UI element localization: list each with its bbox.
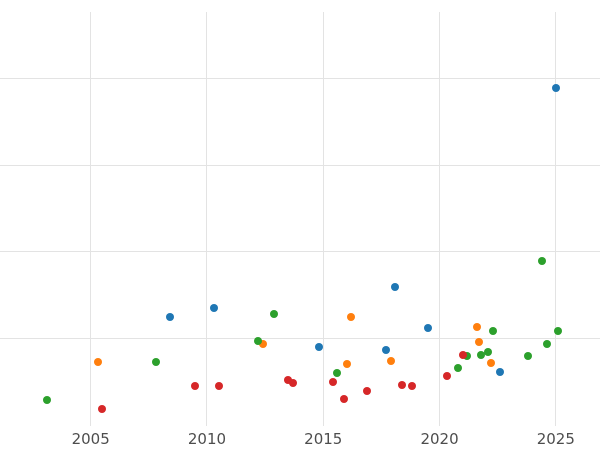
data-point-green: [42, 396, 51, 405]
data-point-blue: [391, 282, 400, 291]
data-point-red: [407, 381, 416, 390]
data-point-blue: [551, 83, 560, 92]
data-point-blue: [165, 313, 174, 322]
data-point-red: [398, 380, 407, 389]
horizontal-gridline: [0, 251, 600, 253]
x-tick-label: 2015: [304, 430, 343, 448]
data-point-orange: [258, 340, 267, 348]
data-point-green: [254, 337, 263, 346]
plot-area: [0, 12, 600, 426]
data-point-red: [340, 394, 349, 403]
data-point-orange: [386, 357, 395, 366]
data-point-red: [442, 372, 451, 381]
data-point-red: [458, 351, 467, 360]
data-point-orange: [93, 358, 102, 367]
data-point-orange: [475, 338, 484, 347]
data-point-green: [542, 340, 551, 348]
horizontal-gridline: [0, 77, 600, 79]
data-point-green: [454, 364, 463, 373]
vertical-gridline: [322, 12, 324, 426]
data-point-orange: [347, 313, 356, 322]
data-point-orange: [486, 359, 495, 368]
data-point-green: [489, 326, 498, 335]
data-point-orange: [472, 322, 481, 331]
data-point-blue: [209, 303, 218, 312]
data-point-green: [554, 326, 563, 335]
x-tick-label: 2010: [187, 430, 227, 448]
data-point-green: [484, 347, 493, 356]
horizontal-gridline: [0, 164, 600, 166]
data-point-blue: [423, 324, 432, 333]
data-point-blue: [314, 342, 323, 351]
horizontal-gridline: [0, 338, 600, 340]
x-tick-label: 2020: [420, 430, 459, 448]
data-point-red: [214, 381, 223, 390]
data-point-green: [537, 256, 546, 265]
data-point-orange: [342, 359, 351, 368]
vertical-gridline: [90, 12, 92, 426]
data-point-green: [477, 351, 486, 360]
data-point-red: [289, 379, 298, 388]
x-tick-label: 2005: [71, 430, 110, 448]
data-point-green: [270, 309, 279, 318]
data-point-green: [333, 368, 342, 377]
data-point-red: [328, 378, 337, 387]
data-point-green: [463, 352, 472, 361]
data-point-green: [151, 358, 160, 367]
data-point-red: [363, 386, 372, 395]
data-point-green: [523, 352, 532, 361]
data-point-red: [191, 381, 200, 390]
data-point-blue: [382, 346, 391, 355]
data-point-red: [284, 375, 293, 384]
vertical-gridline: [439, 12, 441, 426]
x-tick-label: 2025: [536, 430, 575, 448]
vertical-gridline: [206, 12, 208, 426]
data-point-red: [98, 405, 107, 414]
vertical-gridline: [555, 12, 557, 426]
data-point-blue: [496, 367, 504, 376]
